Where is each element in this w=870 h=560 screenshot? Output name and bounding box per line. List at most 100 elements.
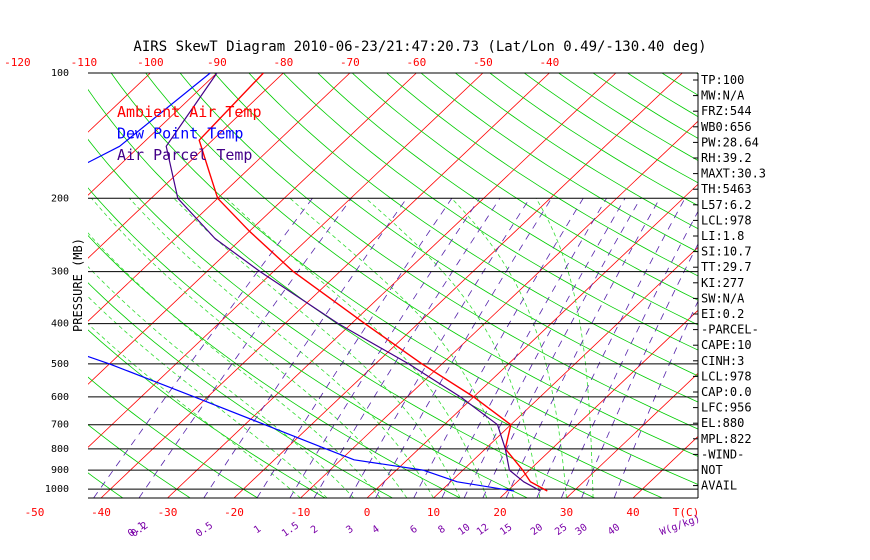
series-line-dew-point-temp [88,73,515,492]
index-entry: NOT [701,463,723,477]
isotherm-line [88,73,484,448]
dry-adiabat-line [88,472,124,498]
bottom-temp-tick-label: -20 [224,506,244,519]
top-temp-tick-label: -110 [71,56,98,69]
bottom-temp-tick-label: 40 [626,506,639,519]
bottom-temp-tick-label: 20 [493,506,506,519]
index-entry: CAPE:10 [701,338,752,352]
isotherm-line [499,309,698,498]
top-temp-tick-label: -40 [539,56,559,69]
mixing-ratio-tick-label: 30 [573,522,589,538]
moist-adiabat-line [88,323,301,498]
mixing-ratio-tick-label: 0.2 [129,520,150,539]
isotherm-grid [0,73,698,498]
moist-adiabat-line [289,198,514,498]
isotherm-line [100,73,550,498]
isotherm-line [233,73,683,498]
index-entry: MPL:822 [701,432,752,446]
dry-adiabat-line [558,73,698,161]
moist-adiabat-line [451,198,567,498]
index-entry: EL:880 [701,416,744,430]
dry-adiabat-line [145,73,698,457]
index-entry: SI:10.7 [701,245,752,259]
dry-adiabat-line [420,73,698,253]
mixing-ratio-line [289,198,480,498]
dry-adiabat-line [88,138,595,498]
mixing-ratio-tick-label: 10 [456,522,472,538]
isobar-grid [88,72,699,499]
index-entry: LCL:978 [701,369,752,383]
mixing-ratio-tick-label: 0.5 [194,520,215,539]
bottom-temp-tick-label: 30 [560,506,573,519]
index-entry: L57:6.2 [701,198,752,212]
dry-adiabat-line [351,73,698,301]
isotherm-line [88,73,218,196]
moist-adiabat-line [88,232,381,498]
moist-adiabat-line [535,198,594,498]
index-entry: RH:39.2 [701,151,752,165]
dry-adiabat-line [317,73,698,326]
index-entry: CINH:3 [701,354,744,368]
index-entry: AVAIL [701,479,737,493]
series-line-air-parcel-temp [165,73,541,492]
pressure-tick-label: 500 [51,359,69,370]
y-axis-label: PRESSURE (MB) [71,238,85,332]
index-entry: MW:N/A [701,89,745,103]
mixing-ratio-line [93,198,313,498]
mixing-ratio-line [613,300,698,498]
mixing-ratio-line [349,198,531,498]
top-temp-tick-label: -70 [340,56,360,69]
mixing-ratio-tick-label: 40 [606,522,622,538]
dry-adiabat-line [88,329,326,498]
top-temp-tick-label: -80 [273,56,293,69]
mixing-ratio-tick-label: 3 [344,524,355,536]
isotherm-line [566,372,698,498]
bottom-temp-tick-label: -10 [291,506,311,519]
bottom-temp-tick-label: -50 [25,506,45,519]
top-temperature-axis: -120 -110 -100 -90 -80 -70 -60 -50 -40 [4,56,559,69]
dry-adiabat-line [88,88,663,498]
index-entry: TH:5463 [701,182,752,196]
pressure-tick-label: 100 [51,68,69,79]
index-entry: LI:1.8 [701,229,744,243]
mixing-ratio-line [441,198,607,498]
legend-entry: Dew Point Temp [117,125,243,143]
isotherm-line [0,73,17,498]
dry-adiabat-line [524,73,698,184]
index-entry: PW:28.64 [701,135,759,149]
mixing-ratio-line [482,198,641,498]
dry-adiabat-line [179,73,698,430]
mixing-ratio-line [463,198,626,498]
dry-adiabat-line [248,73,698,377]
mixing-ratio-line [203,198,408,498]
isotherm-line [433,246,698,498]
dry-adiabat-line [661,73,698,96]
mixing-ratio-tick-label: 25 [553,522,569,538]
bottom-temp-tick-label: 10 [427,506,440,519]
top-temp-tick-label: -100 [137,56,164,69]
index-entry: KI:277 [701,276,744,290]
index-entry: LCL:978 [701,213,752,227]
moist-adiabat-line [129,198,434,498]
dry-adiabat-line [455,73,698,230]
dry-adiabat-line [88,234,461,498]
dry-adiabat-line [283,73,698,351]
temp-unit-label: T(C) [673,506,700,519]
index-entry: CAP:0.0 [701,385,752,399]
pressure-tick-label: 1000 [45,484,69,495]
dry-adiabat-line [489,73,698,207]
mixing-ratio-line [581,243,698,498]
series-line-ambient-air-temp [198,73,548,492]
mixing-ratio-line [138,198,352,498]
index-entry: -PARCEL- [701,323,759,337]
mixing-ratio-tick-label: 4 [370,524,381,536]
mixing-ratio-line [505,198,661,498]
mixing-ratio-tick-label: 20 [529,522,545,538]
moist-adiabat-line [88,266,354,498]
index-entry: TT:29.7 [701,260,752,274]
mixing-ratio-tick-label: 1 [252,524,263,536]
dry-adiabat-line [88,187,528,498]
chart-title: AIRS SkewT Diagram 2010-06-23/21:47:20.7… [133,39,706,55]
